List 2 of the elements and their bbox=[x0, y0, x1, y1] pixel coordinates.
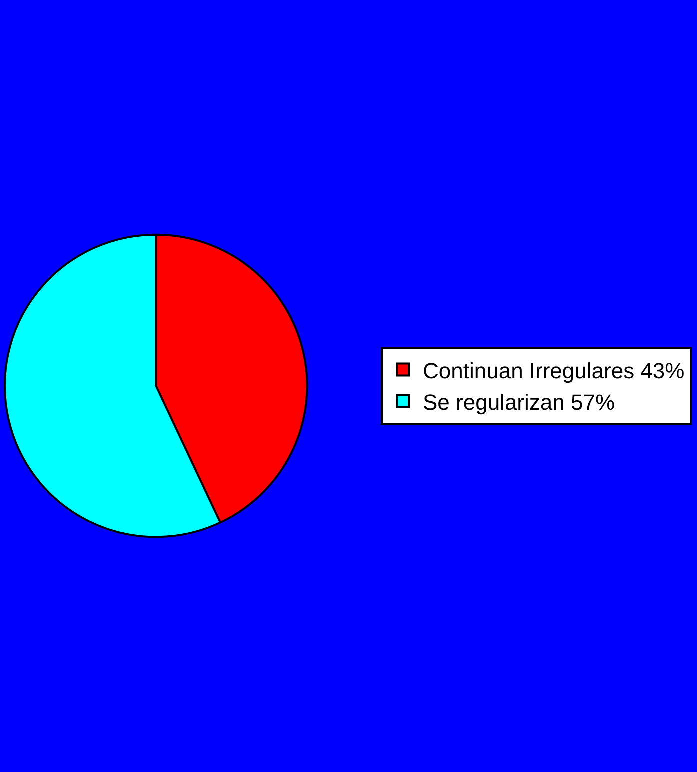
legend-label: Se regularizan 57% bbox=[423, 390, 616, 415]
legend-label: Continuan Irregulares 43% bbox=[423, 358, 685, 384]
